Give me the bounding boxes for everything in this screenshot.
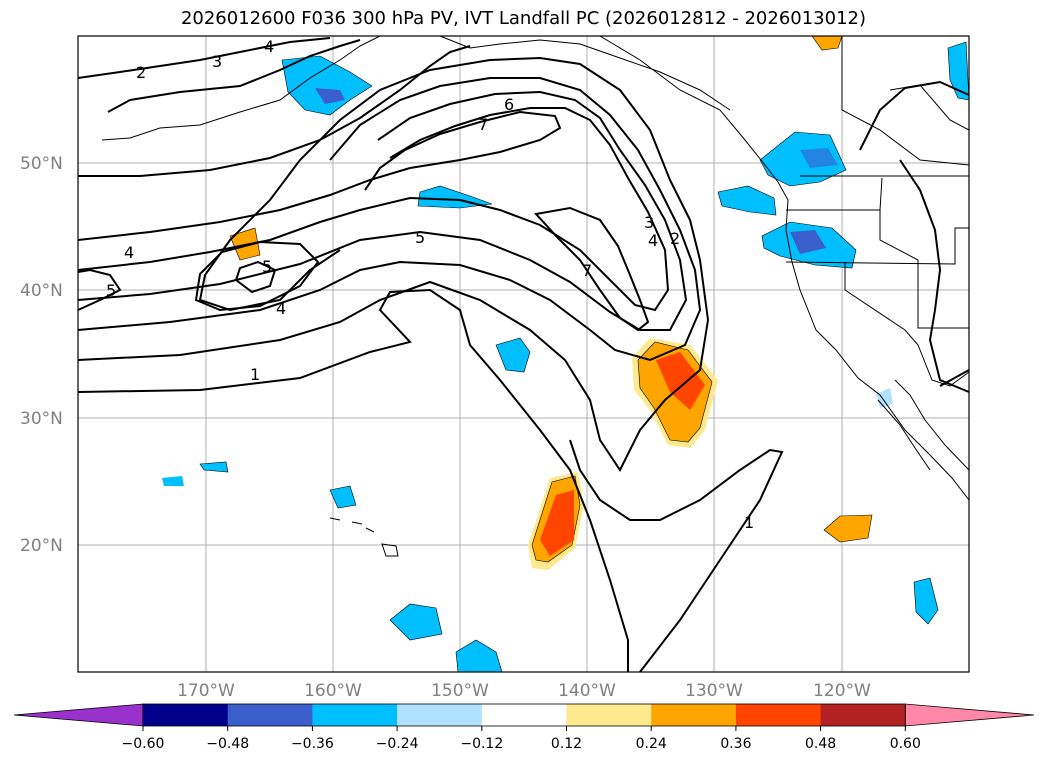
- contour-label: 5: [415, 228, 425, 247]
- contour-label: 5: [106, 281, 116, 300]
- lon-label: 130°W: [685, 681, 743, 701]
- lat-label: 40°N: [20, 281, 63, 301]
- colorbar-segment: [566, 704, 652, 726]
- negative-anomaly-region: [389, 603, 443, 641]
- map-title: 2026012600 F036 300 hPa PV, IVT Landfall…: [180, 8, 867, 29]
- negative-anomaly-region: [281, 55, 373, 116]
- colorbar-segment: [735, 704, 822, 726]
- colorbar-tick-label: −0.36: [291, 736, 334, 752]
- colorbar-tick-label: −0.60: [122, 736, 165, 752]
- contour-label: 7: [478, 115, 488, 134]
- colorbar-segment: [227, 704, 313, 726]
- colorbar-tick-label: 0.60: [890, 736, 921, 752]
- colorbar-tick-label: 0.48: [805, 736, 836, 752]
- colorbar-segment: [397, 704, 483, 726]
- contour-label: 4: [648, 231, 658, 250]
- negative-anomaly-region: [162, 476, 184, 486]
- negative-anomaly-region: [199, 461, 229, 473]
- lon-label: 150°W: [431, 681, 489, 701]
- colorbar-segment: [312, 704, 398, 726]
- colorbar-right-extend: [904, 703, 1035, 727]
- negative-anomaly-region: [947, 41, 970, 101]
- map-frame: [77, 35, 970, 673]
- negative-anomaly-region: [455, 639, 503, 673]
- contour-label: 1: [744, 513, 754, 532]
- colorbar-tick-label: 0.12: [551, 736, 582, 752]
- contour-label: 4: [264, 37, 274, 56]
- colorbar-segment: [143, 704, 229, 726]
- shading-blobs: [162, 35, 970, 673]
- colorbar: −0.60 −0.48 −0.36 −0.24 −0.12 0.12 0.24 0.36 0.4…: [13, 703, 1035, 752]
- negative-anomaly-region: [913, 577, 939, 625]
- contour-label: 4: [124, 243, 134, 262]
- positive-anomaly-region: [823, 514, 873, 543]
- lat-label: 30°N: [20, 409, 63, 429]
- colorbar-tick-label: −0.24: [376, 736, 419, 752]
- pv-contours: [77, 37, 970, 673]
- lon-label: 120°W: [813, 681, 871, 701]
- negative-anomaly-region: [495, 337, 531, 373]
- lat-label: 20°N: [20, 536, 63, 556]
- contour-label: 3: [644, 213, 654, 232]
- lon-label: 170°W: [177, 681, 235, 701]
- colorbar-tick-label: 0.36: [720, 736, 751, 752]
- lat-label: 50°N: [20, 154, 63, 174]
- coastlines: [101, 35, 970, 557]
- lon-label: 160°W: [304, 681, 362, 701]
- contour-label: 5: [262, 257, 272, 276]
- colorbar-segment: [481, 704, 567, 726]
- negative-anomaly-region: [717, 185, 777, 216]
- negative-anomaly-region: [329, 485, 357, 509]
- contour-label: 6: [504, 95, 514, 114]
- contour-label: 3: [212, 52, 222, 71]
- contour-label: 2: [670, 229, 680, 248]
- colorbar-tick-label: 0.24: [636, 736, 667, 752]
- colorbar-left-extend: [13, 703, 144, 727]
- contour-label: 7: [582, 261, 592, 280]
- colorbar-tick-label: −0.48: [206, 736, 249, 752]
- colorbar-segment: [651, 704, 737, 726]
- contour-label: 2: [136, 63, 146, 82]
- lon-label: 140°W: [558, 681, 616, 701]
- contour-label: 4: [276, 299, 286, 318]
- colorbar-segment: [820, 704, 906, 726]
- colorbar-tick-label: −0.12: [460, 736, 503, 752]
- contour-label: 1: [250, 365, 260, 384]
- contour-labels: 4 3 2 6 7 5 4 5 4 5 1 3 4 2 7 1: [106, 37, 754, 532]
